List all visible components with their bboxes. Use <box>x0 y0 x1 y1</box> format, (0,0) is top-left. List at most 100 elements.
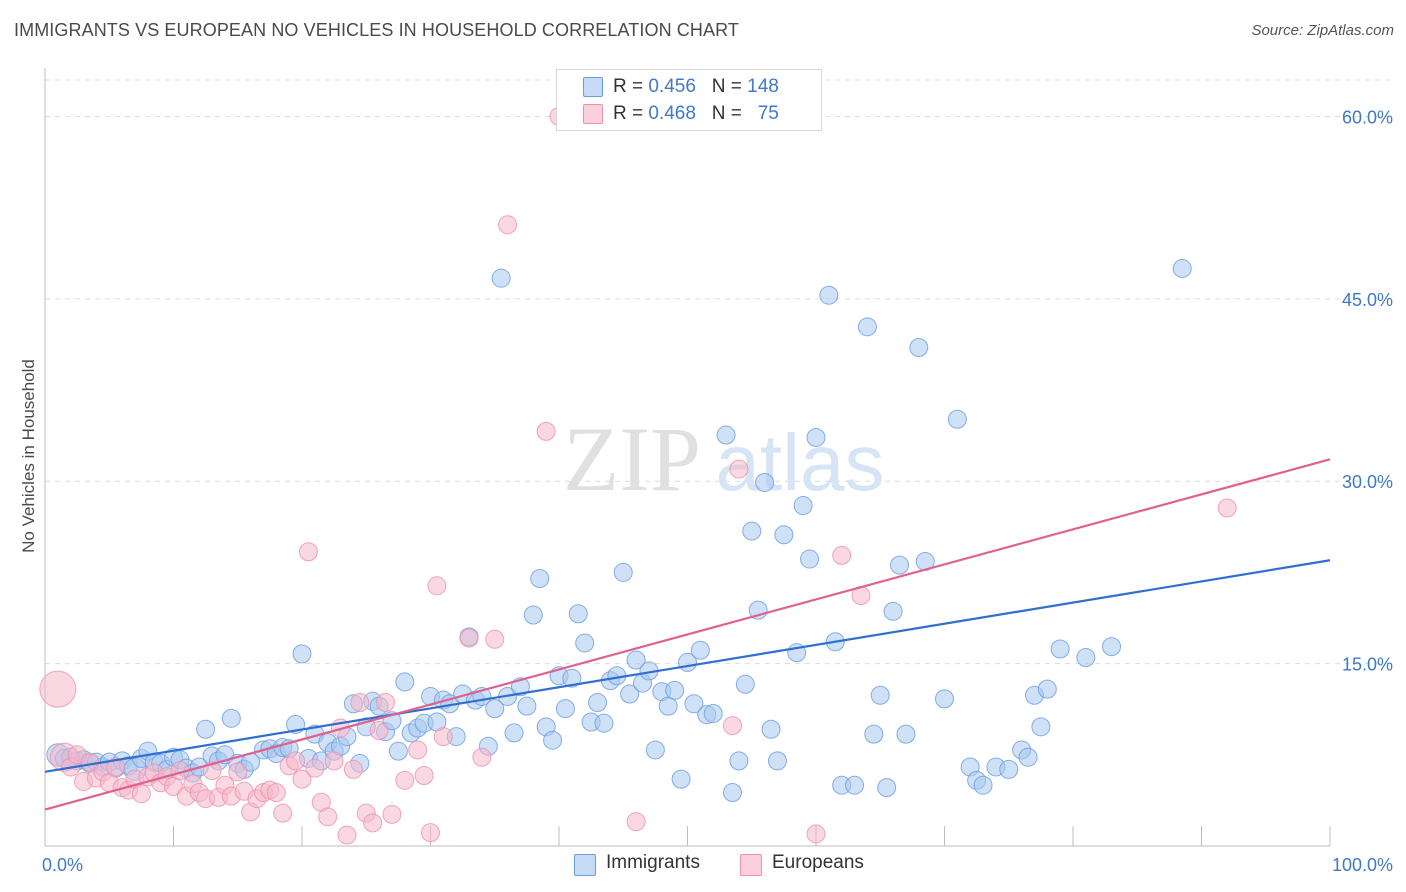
europeans-n-value: 75 <box>757 103 779 124</box>
immigrants-point <box>658 696 678 716</box>
immigrants-point <box>1050 639 1070 659</box>
immigrants-point <box>909 337 929 357</box>
immigrants-point <box>504 723 524 743</box>
europeans-point <box>722 716 742 736</box>
immigrants-point <box>620 684 640 704</box>
r-label: R = <box>613 103 644 124</box>
x-tick-label: 0.0% <box>42 855 83 875</box>
immigrants-point <box>800 549 820 569</box>
immigrants-point <box>645 740 665 760</box>
immigrants-point <box>735 674 755 694</box>
chart-title: IMMIGRANTS VS EUROPEAN NO VEHICLES IN HO… <box>14 20 739 40</box>
immigrants-point <box>684 694 704 714</box>
europeans-point <box>427 576 447 596</box>
europeans-trend-line <box>44 458 1331 811</box>
immigrants-point <box>1102 637 1122 657</box>
immigrants-point <box>613 562 633 582</box>
immigrants-legend-swatch <box>574 854 596 876</box>
europeans-point <box>832 545 852 565</box>
europeans-point <box>536 421 556 441</box>
immigrants-point <box>774 525 794 545</box>
y-tick-label: 45.0% <box>1342 290 1393 310</box>
immigrants-point <box>877 778 897 798</box>
immigrants-points <box>46 258 1192 803</box>
europeans-point <box>286 751 306 771</box>
immigrants-point <box>729 751 749 771</box>
europeans-point <box>343 759 363 779</box>
immigrants-point <box>517 696 537 716</box>
immigrants-point <box>1018 747 1038 767</box>
immigrants-point <box>864 724 884 744</box>
immigrants-point <box>562 668 582 688</box>
immigrants-point <box>626 650 646 670</box>
immigrants-point <box>543 730 563 750</box>
immigrants-point <box>1031 717 1051 737</box>
y-tick-label: 60.0% <box>1342 107 1393 127</box>
immigrants-point <box>388 741 408 761</box>
europeans-point <box>292 769 312 789</box>
immigrants-point <box>1172 258 1192 278</box>
europeans-point <box>228 762 248 782</box>
europeans-point <box>382 804 402 824</box>
immigrants-point <box>793 496 813 516</box>
immigrants-point <box>857 317 877 337</box>
europeans-point <box>459 628 479 648</box>
immigrants-point <box>575 633 595 653</box>
immigrants-point <box>1076 648 1096 668</box>
immigrants-point <box>671 769 691 789</box>
immigrants-point <box>196 719 216 739</box>
immigrants-point <box>896 724 916 744</box>
immigrants-point <box>819 285 839 305</box>
europeans-point <box>131 784 151 804</box>
immigrants-point <box>716 425 736 445</box>
immigrants-point <box>588 693 608 713</box>
europeans-point <box>298 542 318 562</box>
immigrants-point <box>594 713 614 733</box>
europeans-point <box>266 783 286 803</box>
watermark: ZIP atlas <box>563 408 884 510</box>
europeans-point <box>324 751 344 771</box>
immigrants-point <box>767 751 787 771</box>
europeans-point <box>39 670 77 708</box>
europeans-point <box>305 758 325 778</box>
legend-row-immigrants: R = 0.456 N = 148 <box>583 76 779 100</box>
tick-labels: 15.0% 30.0% 45.0% 60.0% 0.0% 100.0% <box>42 107 1393 875</box>
europeans-point <box>369 720 389 740</box>
y-tick-label: 15.0% <box>1342 655 1393 675</box>
immigrants-point <box>221 708 241 728</box>
europeans-point <box>626 812 646 832</box>
europeans-point <box>1217 498 1237 518</box>
trend-lines <box>44 458 1331 811</box>
immigrants-point <box>530 569 550 589</box>
immigrants-point <box>568 604 588 624</box>
europeans-point <box>408 740 428 760</box>
immigrants-point <box>890 555 910 575</box>
immigrants-swatch <box>583 77 603 97</box>
europeans-legend-swatch <box>740 854 762 876</box>
immigrants-point <box>761 719 781 739</box>
immigrants-point <box>665 680 685 700</box>
immigrants-n-value: 148 <box>747 76 779 97</box>
europeans-swatch <box>583 104 603 124</box>
immigrants-point <box>883 601 903 621</box>
europeans-point <box>337 825 357 845</box>
europeans-r-value: 0.468 <box>648 103 696 124</box>
correlation-legend: R = 0.456 N = 148 R = 0.468 N = 75 <box>556 69 822 131</box>
immigrants-point <box>485 699 505 719</box>
immigrants-r-value: 0.456 <box>648 76 696 97</box>
immigrants-point <box>523 605 543 625</box>
r-label: R = <box>613 76 644 97</box>
grid-lines <box>45 79 1392 665</box>
immigrants-point <box>395 672 415 692</box>
europeans-point <box>485 629 505 649</box>
y-axis-label: No Vehicles in Household <box>19 359 38 553</box>
europeans-point <box>273 803 293 823</box>
immigrants-trend-line <box>44 559 1331 773</box>
n-label: N = <box>711 76 742 97</box>
immigrants-point <box>845 775 865 795</box>
europeans-points <box>39 106 1237 845</box>
immigrants-point <box>1037 679 1057 699</box>
europeans-point <box>376 693 396 713</box>
europeans-point <box>395 770 415 790</box>
immigrants-point <box>755 472 775 492</box>
